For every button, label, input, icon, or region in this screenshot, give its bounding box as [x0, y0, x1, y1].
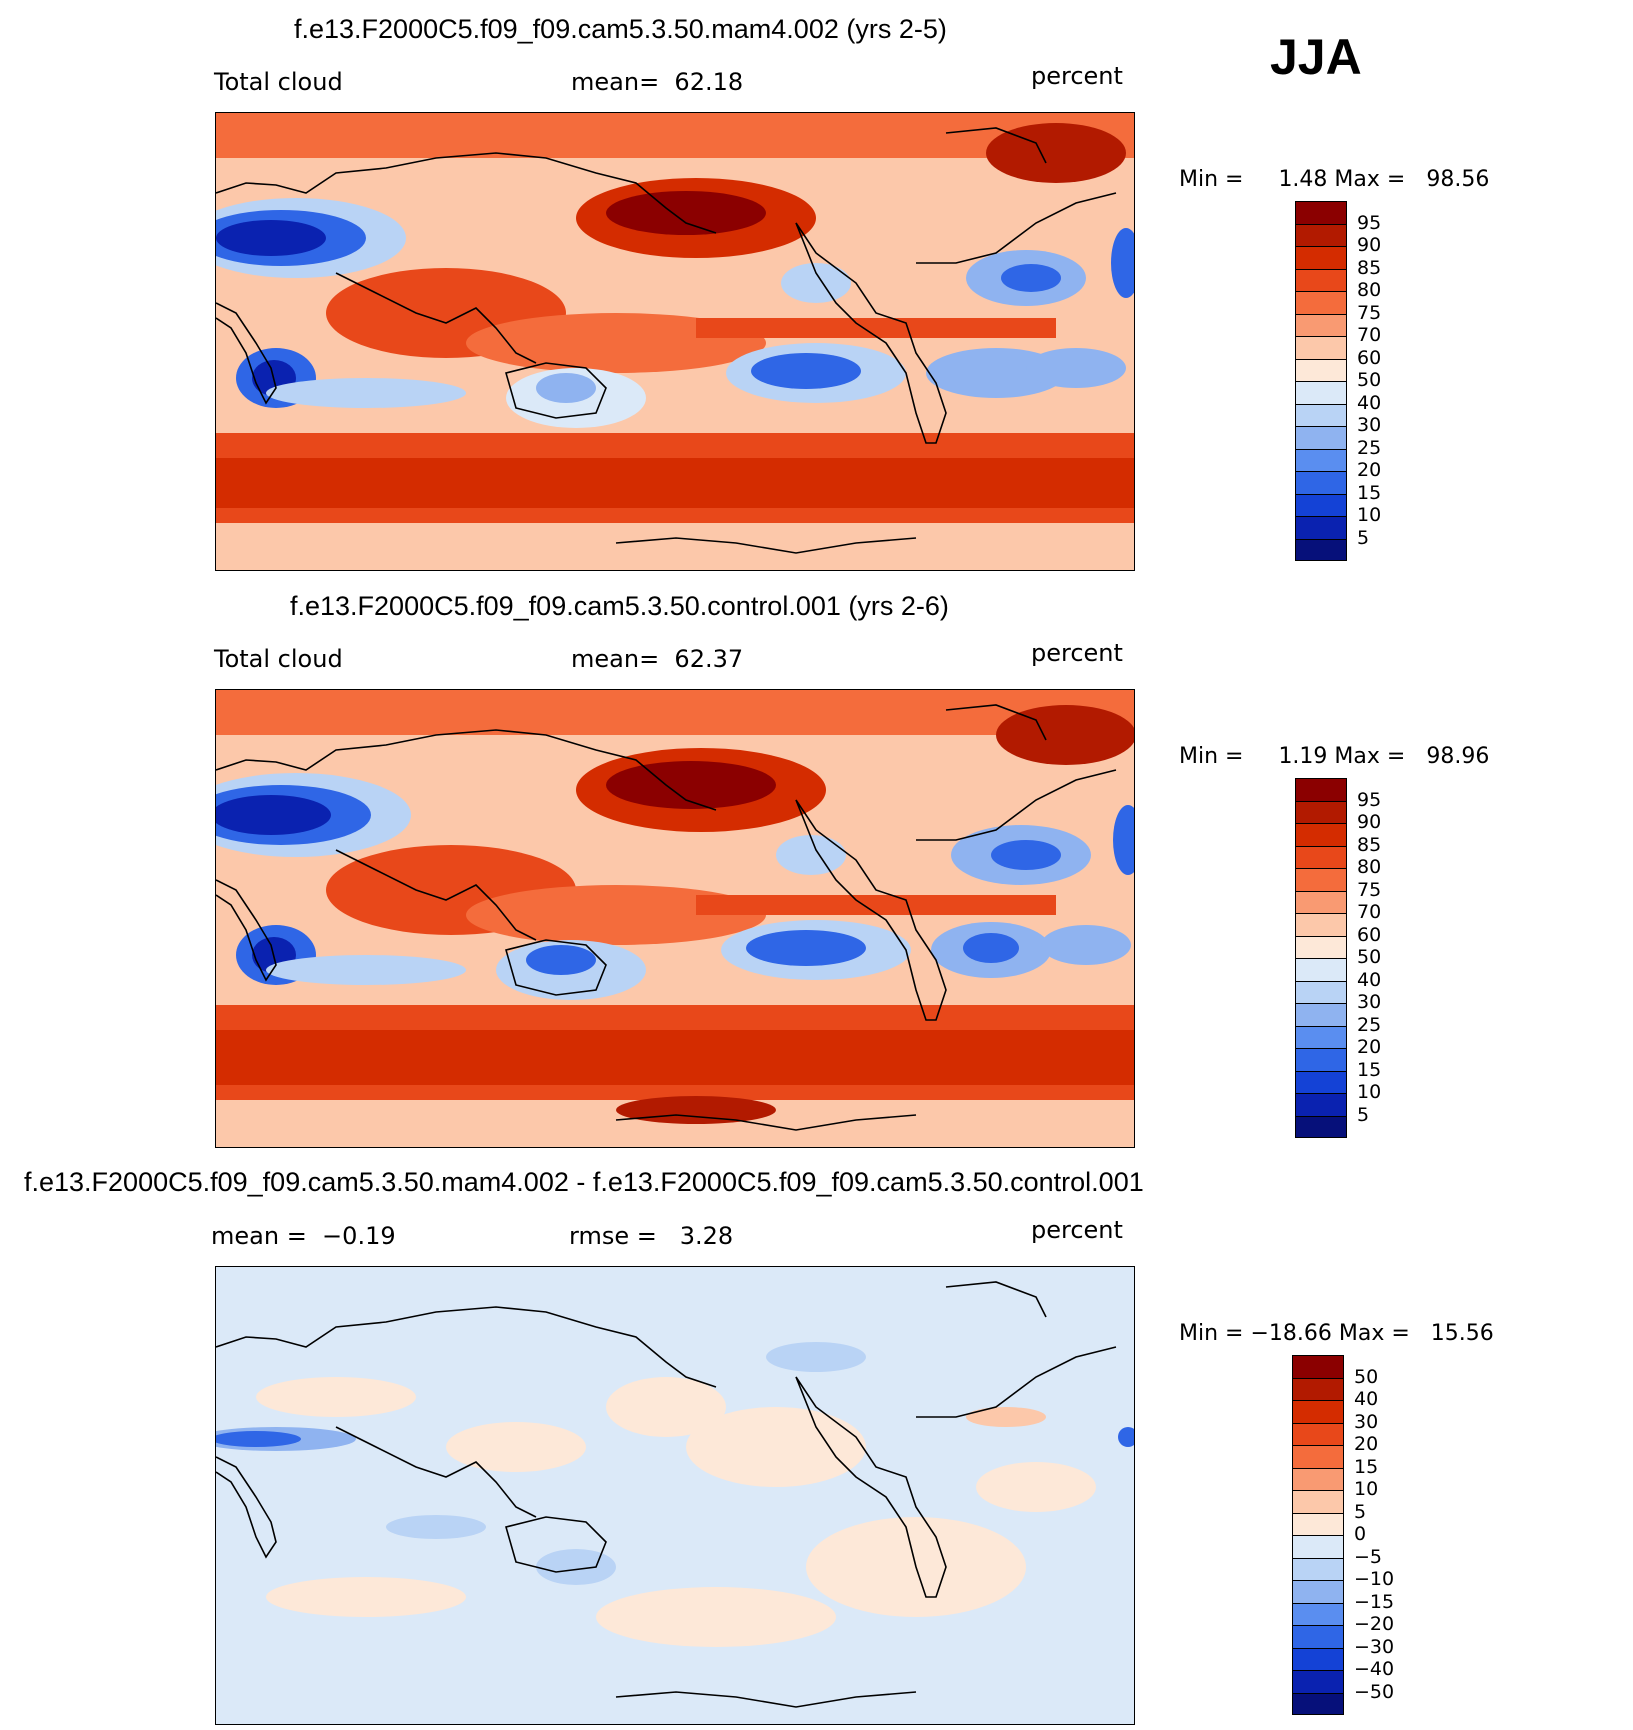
- panel1-units-label: percent: [1031, 62, 1123, 90]
- panel3-colorbar-label: 0: [1354, 1523, 1367, 1545]
- panel3-colorbar-label: 40: [1354, 1388, 1379, 1410]
- panel2-colorbar-label: 70: [1357, 901, 1382, 923]
- panel1-colorbar-label: 30: [1357, 414, 1382, 436]
- panel2-map-canvas: [216, 690, 1134, 1147]
- panel3-max-label: Max =: [1338, 1321, 1410, 1346]
- panel2-colorbar-label: 25: [1357, 1013, 1382, 1036]
- panel1-colorbar-label: 50: [1357, 369, 1382, 391]
- panel1-colorbar-label: 25: [1357, 436, 1382, 459]
- panel1-colorbar-label: 20: [1357, 459, 1382, 481]
- panel2-colorbar-label: 60: [1357, 923, 1382, 946]
- panel1-map: [215, 112, 1135, 571]
- panel2-colorbar-label: 30: [1357, 991, 1382, 1013]
- panel2-title: f.e13.F2000C5.f09_f09.cam5.3.50.control.…: [290, 591, 949, 621]
- panel1-min-label: Min =: [1179, 167, 1244, 192]
- panel3-colorbar-label: 10: [1354, 1478, 1379, 1500]
- panel1-colorbar-label: 90: [1357, 234, 1382, 256]
- panel3-map: [215, 1266, 1135, 1725]
- panel1-map-canvas: [216, 113, 1134, 570]
- panel2-colorbar-label: 90: [1357, 811, 1382, 833]
- panel3-map-canvas: [216, 1267, 1134, 1724]
- panel1-colorbar-label: 95: [1357, 211, 1382, 234]
- panel2-colorbar-label: 10: [1357, 1081, 1382, 1103]
- panel1-colorbar-label: 40: [1357, 391, 1382, 414]
- panel1-mean-label: mean= 62.18: [571, 68, 744, 96]
- panel2-colorbar-label: 5: [1357, 1103, 1370, 1126]
- panel3-min-label: Min =: [1179, 1321, 1244, 1346]
- panel3-colorbar-label: −15: [1354, 1590, 1395, 1613]
- panel2-min-value: 1.19: [1278, 744, 1328, 769]
- panel3-colorbar-label: −5: [1354, 1545, 1383, 1568]
- panel2-map: [215, 689, 1135, 1148]
- panel3-colorbar-label: −10: [1354, 1568, 1395, 1590]
- panel1-colorbar-label: 60: [1357, 346, 1382, 369]
- panel3-colorbar-frame: [1292, 1355, 1344, 1715]
- panel3-title: f.e13.F2000C5.f09_f09.cam5.3.50.mam4.002…: [24, 1167, 1144, 1197]
- panel3-mean-label: mean = −0.19: [211, 1222, 396, 1250]
- panel1-min-max: Min = 1.48 Max = 98.56: [1165, 142, 1489, 192]
- panel2-variable-label: Total cloud: [214, 645, 343, 673]
- panel2-colorbar-label: 40: [1357, 968, 1382, 991]
- panel1-colorbar-label: 70: [1357, 324, 1382, 346]
- panel3-min-value: −18.66: [1250, 1321, 1332, 1346]
- panel3-colorbar-label: 15: [1354, 1455, 1379, 1478]
- panel2-max-label: Max =: [1334, 744, 1406, 769]
- panel3-colorbar-label: 20: [1354, 1433, 1379, 1455]
- panel1-max-label: Max =: [1334, 167, 1406, 192]
- panel1-variable-label: Total cloud: [214, 68, 343, 96]
- panel3-colorbar-label: 30: [1354, 1410, 1379, 1433]
- panel2-mean-label: mean= 62.37: [571, 645, 744, 673]
- panel3-max-value: 15.56: [1430, 1321, 1494, 1346]
- panel1-title: f.e13.F2000C5.f09_f09.cam5.3.50.mam4.002…: [294, 14, 947, 44]
- panel1-colorbar-label: 75: [1357, 301, 1382, 324]
- panel1-colorbar-label: 80: [1357, 279, 1382, 301]
- panel1-colorbar-label: 15: [1357, 481, 1382, 504]
- panel1-max-value: 98.56: [1426, 167, 1490, 192]
- panel3-colorbar-label: −20: [1354, 1613, 1395, 1635]
- panel1-colorbar-label: 10: [1357, 504, 1382, 526]
- panel2-units-label: percent: [1031, 639, 1123, 667]
- panel2-colorbar-label: 85: [1357, 833, 1382, 856]
- panel3-rmse-label: rmse = 3.28: [569, 1222, 734, 1250]
- panel3-units-label: percent: [1031, 1216, 1123, 1244]
- panel2-colorbar-label: 80: [1357, 856, 1382, 878]
- panel2-min-label: Min =: [1179, 744, 1244, 769]
- season-label: JJA: [1270, 29, 1362, 85]
- panel3-colorbar-label: 50: [1354, 1365, 1379, 1388]
- panel2-colorbar-label: 50: [1357, 946, 1382, 968]
- panel3-colorbar-label: −50: [1354, 1680, 1395, 1703]
- panel1-colorbar-frame: [1295, 201, 1347, 561]
- panel2-min-max: Min = 1.19 Max = 98.96: [1165, 719, 1489, 769]
- panel2-colorbar-label: 75: [1357, 878, 1382, 901]
- panel1-colorbar-label: 5: [1357, 526, 1370, 549]
- panel3-colorbar-label: 5: [1354, 1500, 1367, 1523]
- panel2-colorbar-label: 15: [1357, 1058, 1382, 1081]
- panel1-min-value: 1.48: [1278, 167, 1328, 192]
- panel2-colorbar-label: 20: [1357, 1036, 1382, 1058]
- panel2-colorbar-frame: [1295, 778, 1347, 1138]
- panel2-colorbar-label: 95: [1357, 788, 1382, 811]
- panel1-colorbar-label: 85: [1357, 256, 1382, 279]
- panel3-colorbar-label: −40: [1354, 1658, 1395, 1680]
- panel2-max-value: 98.96: [1426, 744, 1490, 769]
- panel3-colorbar-label: −30: [1354, 1635, 1395, 1658]
- panel3-min-max: Min = −18.66 Max = 15.56: [1165, 1296, 1494, 1346]
